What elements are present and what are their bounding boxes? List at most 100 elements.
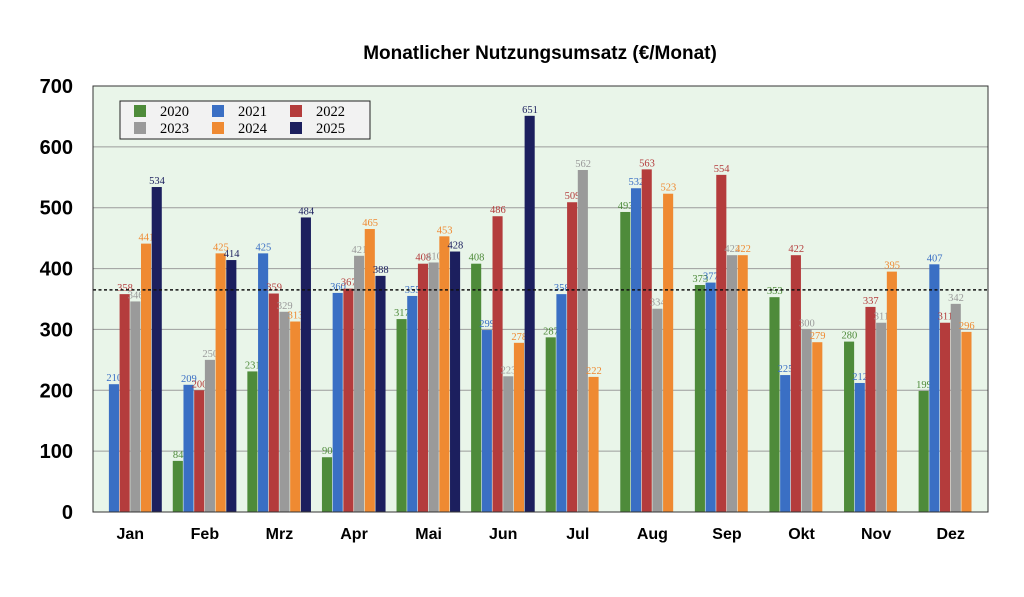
data-label: 280: [842, 331, 858, 342]
bar-2025-Feb: [226, 260, 237, 512]
x-tick-label: Sep: [712, 526, 742, 543]
data-label: 317: [394, 308, 410, 319]
bar-2022-Feb: [194, 390, 205, 512]
data-label: 428: [448, 241, 464, 252]
data-label: 422: [724, 244, 740, 255]
data-label: 210: [106, 373, 122, 384]
bar-2024-Jan: [140, 243, 152, 512]
y-tick-label: 600: [40, 137, 73, 159]
data-label: 422: [788, 244, 804, 255]
bar-2020-Jul: [545, 337, 556, 512]
data-label: 231: [245, 360, 261, 371]
bar-2023-Okt: [801, 329, 812, 512]
bar-2023-Jun: [503, 376, 514, 512]
data-label: 388: [373, 265, 389, 276]
data-label: 509: [565, 191, 581, 202]
legend-label-2023: 2023: [160, 121, 189, 137]
data-label: 377: [703, 272, 719, 283]
data-label: 465: [362, 218, 378, 229]
data-label: 209: [181, 374, 197, 385]
data-label: 484: [298, 206, 315, 217]
bar-2020-Aug: [620, 211, 631, 512]
data-label: 554: [714, 164, 731, 175]
bar-2022-Jul: [567, 202, 578, 513]
data-label: 84: [173, 450, 184, 461]
data-label: 421: [352, 245, 368, 256]
data-label: 334: [650, 298, 667, 309]
bar-2023-Aug: [652, 308, 663, 512]
data-label: 358: [554, 283, 570, 294]
bar-2024-Mai: [439, 236, 450, 512]
bar-2022-Jan: [119, 294, 130, 512]
x-tick-label: Jun: [489, 526, 517, 543]
bar-2023-Sep: [726, 255, 738, 512]
bar-2023-Dez: [950, 303, 961, 512]
legend-label-2020: 2020: [160, 104, 189, 120]
bar-2020-Okt: [769, 297, 780, 512]
x-tick-label: Feb: [191, 526, 220, 543]
bar-2025-Jun: [524, 115, 535, 512]
legend-swatch-2021: [212, 105, 224, 117]
bar-2021-Apr: [332, 292, 343, 512]
data-label: 212: [852, 372, 868, 383]
data-label: 367: [341, 278, 357, 289]
bar-2020-Jun: [471, 263, 482, 512]
x-tick-label: Apr: [340, 526, 368, 543]
x-tick-label: Mrz: [266, 526, 294, 543]
bar-2022-Nov: [865, 306, 876, 512]
bar-2022-Mai: [417, 263, 429, 512]
x-tick-label: Okt: [788, 526, 815, 543]
data-label: 353: [767, 286, 783, 297]
data-label: 359: [266, 283, 282, 294]
data-label: 287: [543, 326, 559, 337]
bar-2023-Jan: [130, 301, 141, 512]
bar-2023-Feb: [204, 359, 215, 512]
bar-2022-Apr: [343, 288, 354, 512]
legend-label-2022: 2022: [316, 104, 345, 120]
data-label: 222: [586, 366, 602, 377]
bar-2020-Nov: [844, 341, 855, 512]
data-label: 563: [639, 158, 655, 169]
data-label: 342: [948, 293, 964, 304]
bar-2021-Mrz: [258, 253, 269, 512]
data-label: 311: [874, 312, 889, 323]
data-label: 225: [778, 364, 794, 375]
bar-2020-Sep: [694, 285, 705, 512]
data-label: 493: [618, 201, 634, 212]
bar-2024-Okt: [812, 342, 823, 512]
bar-2021-Mai: [407, 295, 418, 512]
bar-2021-Jul: [556, 294, 567, 512]
data-label: 279: [810, 331, 826, 342]
data-label: 453: [437, 225, 453, 236]
plot-frame: [92, 85, 989, 513]
data-label: 299: [479, 319, 495, 330]
bar-2023-Jul: [577, 169, 588, 513]
legend-swatch-2024: [212, 122, 224, 134]
legend-label-2024: 2024: [238, 121, 268, 137]
bar-2021-Okt: [780, 375, 791, 512]
legend-label-2021: 2021: [238, 104, 267, 120]
bar-2024-Jul: [588, 376, 599, 512]
bar-2025-Apr: [375, 275, 386, 512]
bar-2022-Okt: [790, 255, 801, 512]
x-tick-label: Jan: [117, 526, 145, 543]
data-label: 486: [490, 205, 506, 216]
bar-2023-Apr: [354, 255, 365, 512]
y-tick-label: 300: [40, 319, 73, 341]
data-label: 300: [799, 318, 815, 329]
plot-background: [93, 86, 988, 512]
bar-2024-Jun: [513, 342, 525, 512]
x-tick-label: Mai: [415, 526, 442, 543]
bar-2024-Nov: [886, 271, 897, 512]
data-label: 278: [511, 332, 527, 343]
bar-2023-Nov: [876, 322, 887, 512]
bar-2025-Jan: [151, 187, 162, 512]
data-label: 223: [501, 365, 517, 376]
y-tick-label: 700: [40, 76, 73, 98]
bar-2022-Aug: [641, 169, 652, 513]
bar-2023-Mai: [428, 262, 439, 512]
data-label: 337: [863, 296, 879, 307]
legend-swatch-2025: [290, 122, 302, 134]
bar-2024-Aug: [663, 193, 674, 512]
